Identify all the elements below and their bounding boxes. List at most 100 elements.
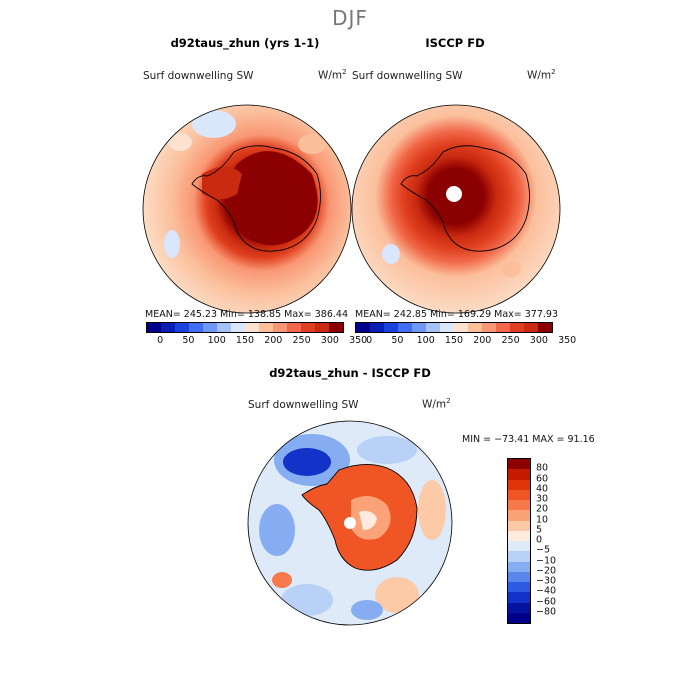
colorbar-swatch <box>538 323 552 332</box>
colorbar-swatch <box>508 612 530 623</box>
colorbar-swatch <box>508 479 530 490</box>
colorbar-tick-label: 350 <box>558 335 577 346</box>
colorbar-swatch <box>508 489 530 500</box>
colorbar-tick-label: 250 <box>292 335 311 346</box>
colorbar-swatch <box>508 571 530 582</box>
colorbar-tick-label: 100 <box>207 335 226 346</box>
colorbar-tick-label: −5 <box>536 544 551 556</box>
colorbar-swatch <box>482 323 496 332</box>
colorbar-tick-label: 0 <box>157 335 164 346</box>
diff-polar-gap <box>344 517 356 529</box>
diff-panel-title: d92taus_zhun - ISCCP FD <box>269 366 431 380</box>
obs-coastline <box>400 145 530 252</box>
colorbar-swatch <box>273 323 287 332</box>
colorbar-tick-label: 0 <box>536 534 543 546</box>
diff-colorbar <box>507 458 531 624</box>
colorbar-tick-label: −20 <box>536 565 557 577</box>
colorbar-tick-label: 50 <box>182 335 195 346</box>
colorbar-swatch <box>161 323 175 332</box>
colorbar-tick-label: 5 <box>536 524 543 536</box>
diff-polar-map <box>247 420 453 626</box>
colorbar-tick-label: 30 <box>536 493 549 505</box>
obs-colorbar <box>355 322 553 333</box>
colorbar-tick-label: 200 <box>264 335 283 346</box>
colorbar-swatch <box>508 592 530 603</box>
colorbar-swatch <box>245 323 259 332</box>
colorbar-swatch <box>329 323 343 332</box>
colorbar-swatch <box>301 323 315 332</box>
colorbar-tick-label: 250 <box>501 335 520 346</box>
colorbar-tick-label: 10 <box>536 514 549 525</box>
colorbar-swatch <box>454 323 468 332</box>
model-coastline <box>191 145 321 252</box>
obs-polar-gap <box>446 186 462 202</box>
colorbar-swatch <box>508 469 530 480</box>
obs-units-label: W/m2 <box>527 68 556 82</box>
colorbar-swatch <box>440 323 454 332</box>
diff-variable-label: Surf downwelling SW <box>248 399 359 411</box>
colorbar-tick-label: −40 <box>536 585 557 597</box>
colorbar-tick-label: 300 <box>529 335 548 346</box>
colorbar-swatch <box>175 323 189 332</box>
colorbar-tick-label: −10 <box>536 555 557 566</box>
obs-panel-title: ISCCP FD <box>425 36 485 50</box>
diff-colorbar-ticks: 80 60 40 30 20 10 5 0 −5 −10 −20 −30 −40 −60 −80 <box>536 458 576 622</box>
model-variable-label: Surf downwelling SW <box>143 70 254 82</box>
diff-coastline <box>301 464 418 571</box>
colorbar-swatch <box>496 323 510 332</box>
season-title: DJF <box>332 6 368 30</box>
colorbar-swatch <box>259 323 273 332</box>
colorbar-tick-label: 50 <box>391 335 404 346</box>
colorbar-swatch <box>398 323 412 332</box>
colorbar-swatch <box>468 323 482 332</box>
colorbar-swatch <box>508 510 530 521</box>
model-stats: MEAN= 245.23 Min= 138.85 Max= 386.44 <box>145 309 349 320</box>
colorbar-swatch <box>384 323 398 332</box>
obs-polar-map <box>351 104 561 314</box>
colorbar-swatch <box>189 323 203 332</box>
colorbar-swatch <box>508 561 530 572</box>
colorbar-tick-label: 60 <box>536 473 549 484</box>
colorbar-swatch <box>508 541 530 552</box>
colorbar-swatch <box>508 530 530 541</box>
colorbar-tick-label: 0 <box>366 335 373 346</box>
model-polar-map <box>142 104 352 314</box>
colorbar-tick-label: 100 <box>416 335 435 346</box>
colorbar-swatch <box>315 323 329 332</box>
colorbar-swatch <box>370 323 384 332</box>
colorbar-swatch <box>510 323 524 332</box>
colorbar-swatch <box>508 520 530 531</box>
colorbar-tick-label: 150 <box>444 335 464 346</box>
colorbar-swatch <box>508 582 530 593</box>
colorbar-tick-label: 350 <box>349 335 368 346</box>
colorbar-swatch <box>426 323 440 332</box>
colorbar-tick-label: 200 <box>473 335 492 346</box>
colorbar-swatch <box>356 323 370 332</box>
colorbar-swatch <box>217 323 231 332</box>
colorbar-swatch <box>508 459 530 470</box>
colorbar-swatch <box>287 323 301 332</box>
colorbar-tick-label: 40 <box>536 483 549 495</box>
colorbar-tick-label: 300 <box>320 335 339 346</box>
model-panel-title: d92taus_zhun (yrs 1-1) <box>170 36 320 50</box>
model-units-label: W/m2 <box>318 68 347 82</box>
colorbar-tick-label: 20 <box>536 503 549 515</box>
obs-stats: MEAN= 242.85 Min= 169.29 Max= 377.93 <box>355 309 559 320</box>
colorbar-tick-label: −80 <box>536 606 557 618</box>
colorbar-swatch <box>203 323 217 332</box>
obs-colorbar-ticks: 0 50 100 150 200 250 300 350 <box>355 335 576 349</box>
colorbar-swatch <box>508 500 530 511</box>
diff-stats: MIN = −73.41 MAX = 91.16 <box>462 434 595 445</box>
colorbar-tick-label: −30 <box>536 575 557 587</box>
obs-variable-label: Surf downwelling SW <box>352 70 463 82</box>
colorbar-swatch <box>231 323 245 332</box>
colorbar-tick-label: 150 <box>235 335 255 346</box>
diff-units-label: W/m2 <box>422 397 451 411</box>
colorbar-tick-label: 80 <box>536 462 549 474</box>
model-colorbar-ticks: 0 50 100 150 200 250 300 350 <box>146 335 367 349</box>
colorbar-swatch <box>147 323 161 332</box>
colorbar-tick-label: −60 <box>536 596 557 607</box>
colorbar-swatch <box>508 551 530 562</box>
colorbar-swatch <box>524 323 538 332</box>
model-colorbar <box>146 322 344 333</box>
